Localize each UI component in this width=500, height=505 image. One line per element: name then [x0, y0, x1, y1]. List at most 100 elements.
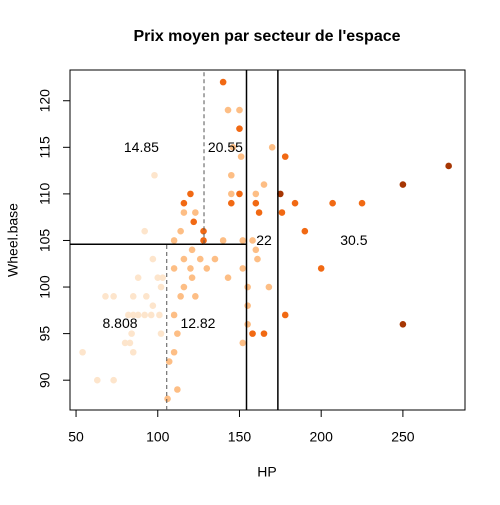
point [192, 293, 199, 300]
point [244, 321, 251, 328]
point [165, 358, 173, 365]
point [203, 265, 211, 272]
annotation: 12.82 [180, 315, 215, 331]
point [180, 255, 188, 263]
point [211, 255, 219, 263]
point [157, 330, 165, 337]
point [154, 274, 162, 282]
point [192, 209, 199, 216]
point [128, 330, 135, 337]
point [268, 144, 276, 151]
point [219, 237, 227, 244]
point [129, 311, 137, 319]
y-tick-label: 95 [37, 326, 53, 342]
point [110, 293, 117, 300]
point [254, 255, 261, 263]
point [249, 237, 256, 244]
point [244, 283, 251, 291]
point [134, 311, 142, 319]
point [102, 293, 109, 300]
point [277, 190, 284, 198]
point [445, 162, 452, 170]
point [252, 199, 260, 207]
point [229, 144, 237, 151]
point [236, 106, 243, 114]
point [239, 339, 247, 347]
point [129, 348, 137, 356]
point [129, 293, 137, 300]
point [141, 311, 148, 319]
point [188, 246, 196, 254]
point [180, 209, 188, 216]
point [149, 302, 157, 309]
y-tick-label: 120 [37, 89, 53, 113]
point [329, 199, 336, 207]
point [265, 283, 273, 291]
x-tick-label: 150 [228, 429, 252, 445]
point [399, 321, 407, 328]
point [170, 265, 178, 272]
y-tick-label: 90 [37, 372, 53, 388]
point [252, 246, 260, 254]
chart-title: Prix moyen par secteur de l'espace [133, 28, 400, 45]
point [249, 330, 256, 337]
point [236, 190, 243, 198]
x-axis-label: HP [257, 464, 276, 480]
point [260, 181, 268, 188]
point [177, 293, 184, 300]
point [228, 171, 235, 179]
point [228, 190, 235, 198]
point [170, 311, 178, 319]
point [174, 386, 181, 393]
annotation: 8.808 [102, 315, 137, 331]
point [291, 199, 299, 207]
y-tick-label: 100 [37, 275, 53, 299]
point [239, 237, 247, 244]
x-tick-label: 250 [391, 429, 415, 445]
point [79, 348, 86, 356]
annotation: 14.85 [124, 139, 159, 155]
point [224, 274, 232, 282]
point [134, 274, 142, 282]
point [187, 190, 194, 198]
point [190, 218, 198, 226]
point [177, 227, 184, 235]
point [149, 255, 157, 263]
point [399, 181, 407, 188]
x-tick-label: 200 [310, 429, 334, 445]
point [237, 153, 245, 160]
point [121, 339, 129, 347]
point [110, 376, 117, 384]
point [151, 171, 158, 179]
point [180, 199, 188, 207]
y-tick-label: 110 [37, 183, 53, 206]
point [255, 209, 263, 216]
point [219, 78, 227, 86]
annotation: 30.5 [340, 232, 367, 248]
point [156, 311, 163, 319]
point [188, 274, 196, 282]
point [200, 227, 207, 235]
point [239, 265, 247, 272]
point [301, 227, 309, 235]
point [244, 302, 251, 309]
point [125, 311, 132, 319]
point [281, 153, 289, 160]
y-axis-label: Wheel.base [5, 203, 21, 277]
point [180, 283, 188, 291]
point [170, 348, 178, 356]
point [236, 125, 243, 132]
point [187, 265, 194, 272]
point [228, 199, 235, 207]
point [260, 330, 268, 337]
point [143, 293, 150, 300]
point [159, 274, 166, 282]
point [164, 395, 171, 403]
point [157, 283, 165, 291]
point [170, 237, 178, 244]
point [358, 199, 366, 207]
point [281, 311, 289, 319]
point [317, 265, 325, 272]
point [126, 339, 134, 347]
